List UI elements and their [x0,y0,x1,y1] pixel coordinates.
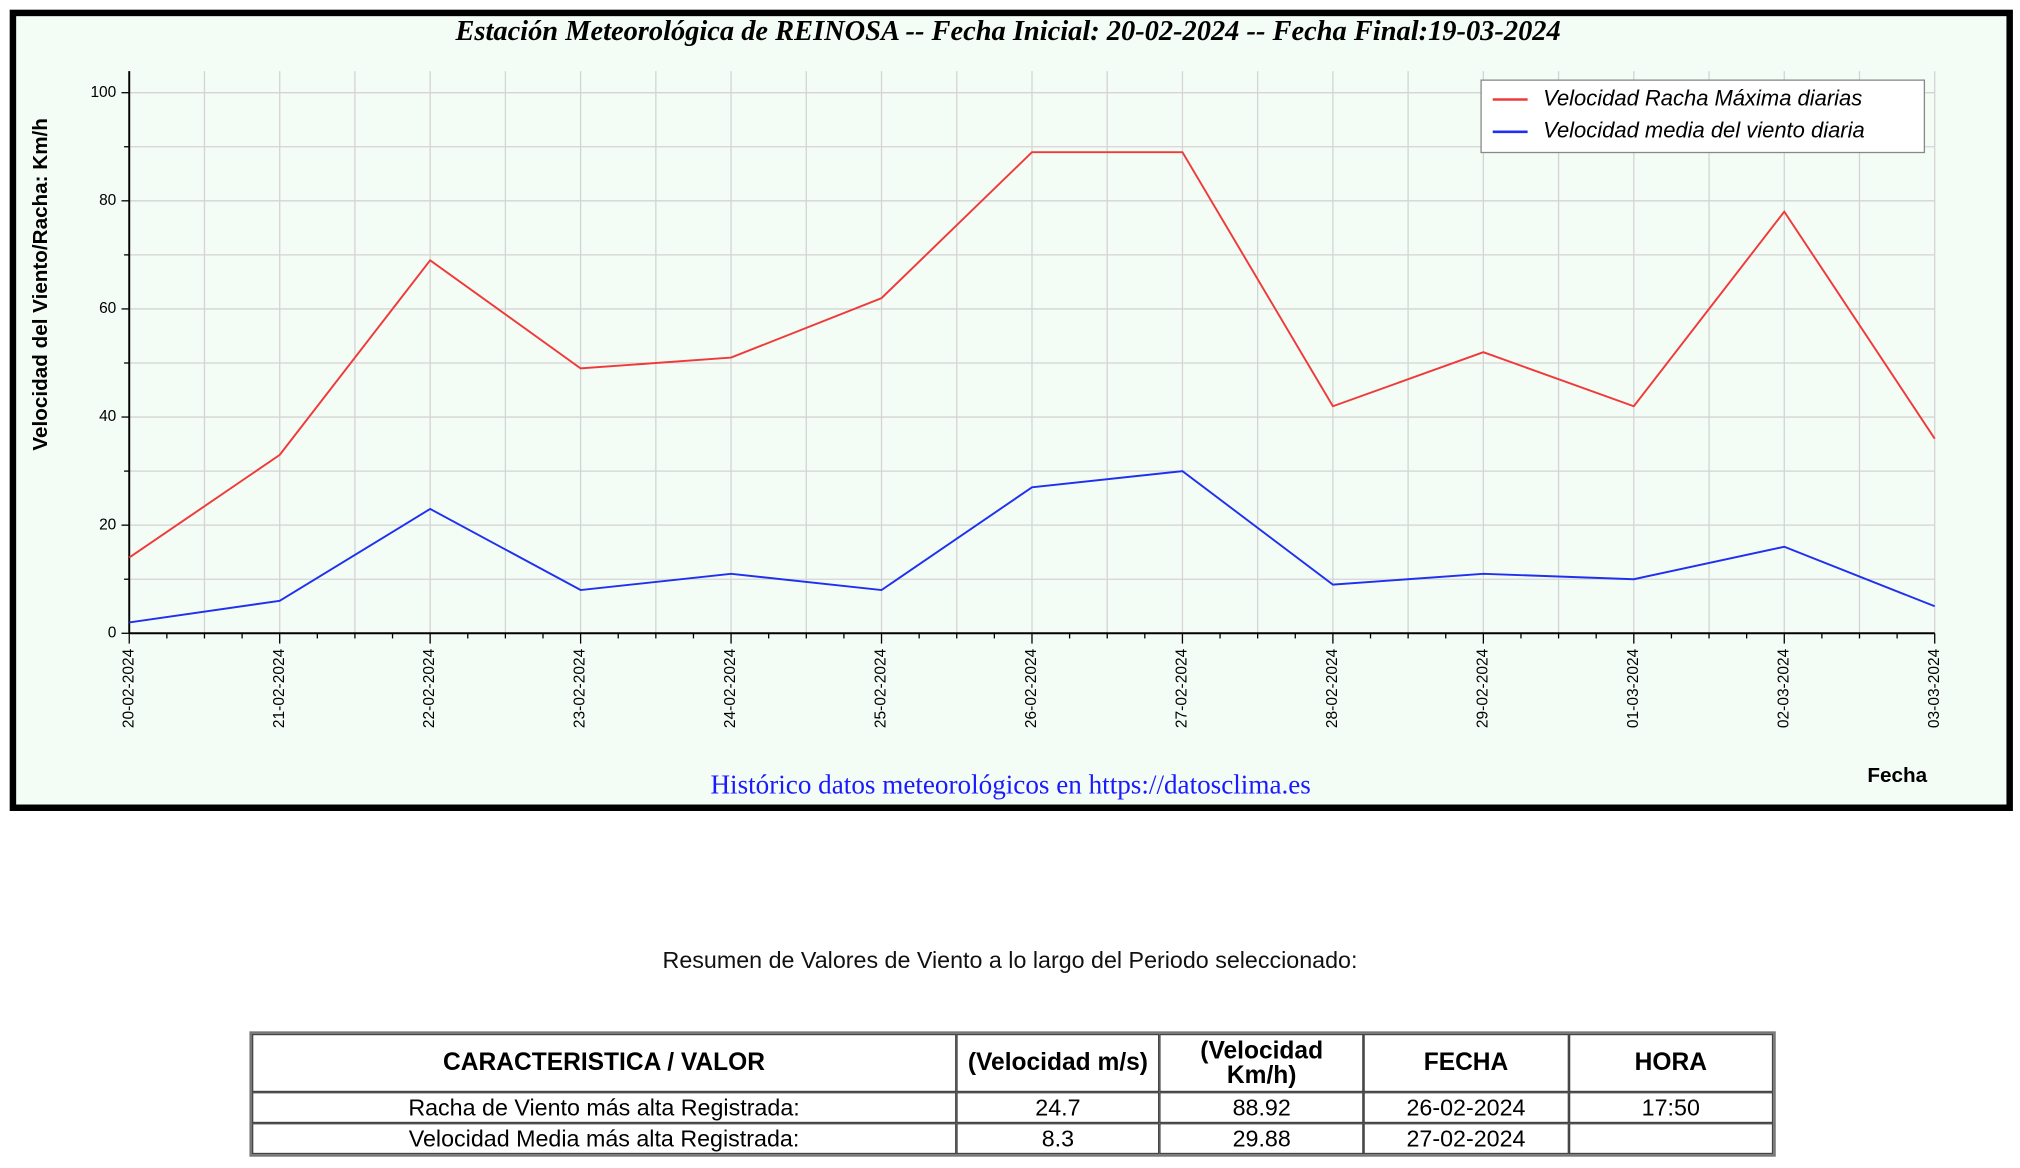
chart: Estación Meteorológica de REINOSA -- Fec… [9,9,2013,811]
table-header: CARACTERISTICA / VALOR [252,1033,957,1093]
x-tick-label: 25-02-2024 [873,648,890,728]
series-line [128,151,1936,559]
table-cell-empty [1568,1123,1774,1155]
table-header: (Velocidad Km/h) [1159,1033,1364,1093]
table-header-row: CARACTERISTICA / VALOR (Velocidad m/s) (… [252,1033,1774,1093]
table-cell: 26-02-2024 [1363,1092,1569,1124]
table-cell: Velocidad Media más alta Registrada: [252,1123,957,1155]
table-cell: 17:50 [1568,1092,1774,1124]
table-header: (Velocidad m/s) [956,1033,1160,1093]
x-tick-label: 27-02-2024 [1174,648,1191,728]
x-tick-label: 28-02-2024 [1324,648,1341,728]
x-tick-label: 23-02-2024 [572,648,589,728]
table-cell: 8.3 [956,1123,1160,1155]
y-tick-label: 60 [99,300,117,317]
table-cell: 88.92 [1159,1092,1364,1124]
table-row: Velocidad Media más alta Registrada: 8.3… [252,1123,1774,1155]
x-tick-label: 01-03-2024 [1625,648,1642,728]
x-tick-label: 22-02-2024 [421,648,438,728]
y-tick-label: 20 [99,516,117,533]
table-row: Racha de Viento más alta Registrada: 24.… [252,1092,1774,1124]
x-tick-label: 24-02-2024 [722,648,739,728]
table-header: HORA [1568,1033,1774,1093]
y-tick-label: 100 [90,84,116,101]
y-tick-label: 80 [99,192,117,209]
chart-title: Estación Meteorológica de REINOSA -- Fec… [454,16,1560,47]
x-tick-label: 29-02-2024 [1474,648,1491,728]
table-cell: 24.7 [956,1092,1160,1124]
table-cell: 29.88 [1159,1123,1364,1155]
legend-label: Velocidad media del viento diaria [1543,118,1865,143]
x-tick-label: 03-03-2024 [1926,648,1943,728]
table-cell: 27-02-2024 [1363,1123,1569,1155]
table-header: FECHA [1363,1033,1569,1093]
y-tick-label: 40 [99,408,117,425]
summary-caption: Resumen de Valores de Viento a lo largo … [662,947,1358,974]
legend-label: Velocidad Racha Máxima diarias [1543,85,1862,110]
x-tick-label: 20-02-2024 [120,648,137,728]
x-axis-title: Fecha [1867,764,1927,787]
legend-box [1480,79,1926,154]
x-tick-label: 21-02-2024 [271,648,288,728]
x-tick-label: 26-02-2024 [1023,648,1040,728]
y-axis-title: Velocidad del Viento/Racha: Km/h [29,118,52,451]
series-line [129,470,1936,624]
x-tick-label: 02-03-2024 [1775,648,1792,728]
y-tick-label: 0 [108,624,117,641]
summary-table: CARACTERISTICA / VALOR (Velocidad m/s) (… [249,1031,1776,1157]
source-note: Histórico datos meteorológicos en https:… [710,769,1310,799]
table-cell: Racha de Viento más alta Registrada: [252,1092,957,1124]
